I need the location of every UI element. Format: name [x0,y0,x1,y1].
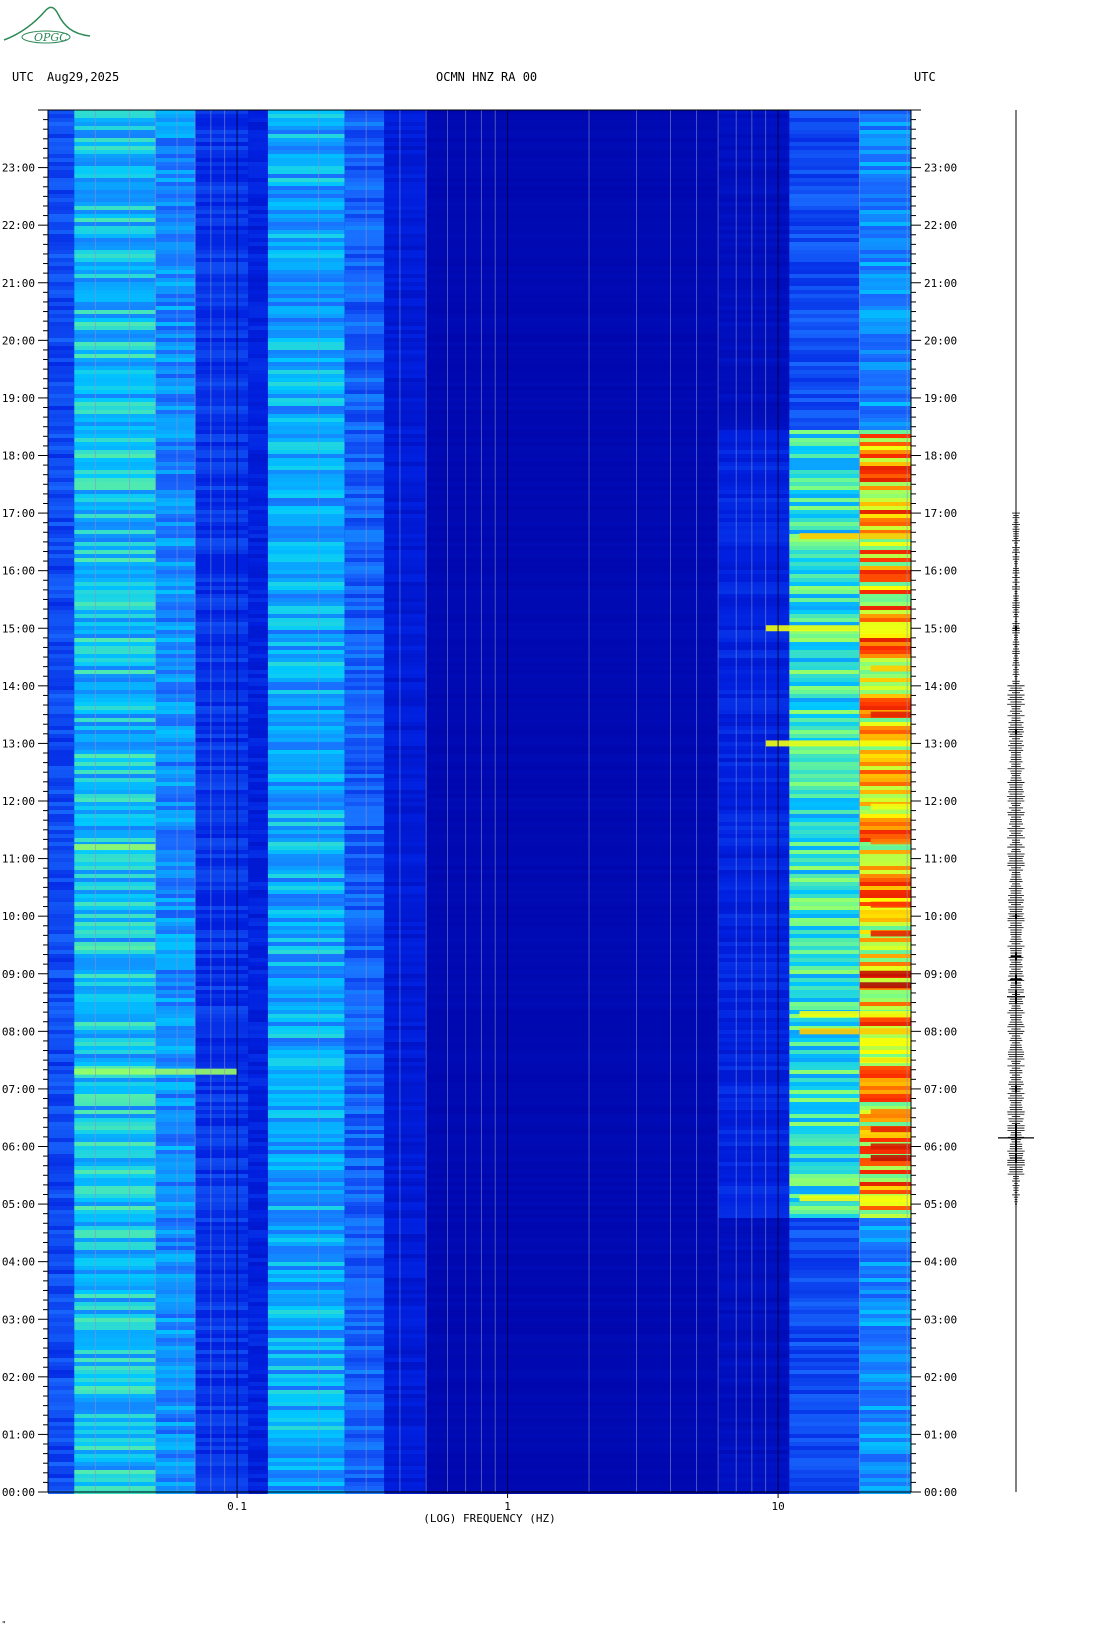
y-tick-label-left: 07:00 [2,1083,35,1096]
y-tick-label-right: 17:00 [924,507,957,520]
event-3 [870,1108,911,1115]
y-tick-label-left: 09:00 [2,968,35,981]
y-tick-label-right: 05:00 [924,1198,957,1211]
header-left-tz: UTC [12,70,34,84]
event-6 [799,1011,911,1018]
y-tick-label-left: 01:00 [2,1428,35,1441]
y-tick-label-left: 04:00 [2,1256,35,1269]
y-tick-label-left: 16:00 [2,565,35,578]
y-tick-label-left: 15:00 [2,622,35,635]
event-15 [870,665,911,672]
event-14 [870,711,911,718]
y-tick-label-left: 13:00 [2,737,35,750]
y-tick-label-right: 02:00 [924,1371,957,1384]
x-tick-label: 1 [504,1500,511,1513]
x-tick-label: 10 [771,1500,784,1513]
y-tick-label-left: 00:00 [2,1486,35,1499]
y-tick-label-left: 18:00 [2,450,35,463]
event-5 [799,1028,911,1035]
y-tick-label-left: 14:00 [2,680,35,693]
y-tick-label-left: 06:00 [2,1141,35,1154]
y-tick-label-right: 19:00 [924,392,957,405]
event-12 [870,803,911,810]
y-tick-label-left: 22:00 [2,219,35,232]
y-tick-label-right: 07:00 [924,1083,957,1096]
band-7 [384,110,427,1494]
y-tick-label-right: 13:00 [924,737,957,750]
header-station: OCMN HNZ RA 00 [436,70,538,84]
band-8 [426,110,719,1494]
y-tick-label-left: 21:00 [2,277,35,290]
y-tick-label-left: 23:00 [2,162,35,175]
y-tick-label-right: 12:00 [924,795,957,808]
y-tick-label-right: 15:00 [924,622,957,635]
event-7 [859,982,911,989]
event-11 [870,838,911,845]
event-1 [870,1143,911,1150]
event-0 [870,1155,911,1162]
event-20 [74,844,156,851]
y-tick-label-left: 03:00 [2,1313,35,1326]
y-tick-label-right: 22:00 [924,219,957,232]
event-18 [799,1195,911,1202]
y-tick-label-left: 11:00 [2,853,35,866]
y-tick-label-right: 11:00 [924,853,957,866]
event-17 [799,533,911,540]
event-9 [870,930,911,937]
y-tick-label-left: 12:00 [2,795,35,808]
corner-mark: " [2,1620,6,1629]
x-tick-label: 0.1 [227,1500,247,1513]
band-0 [48,110,75,1494]
y-tick-label-left: 08:00 [2,1025,35,1038]
y-tick-label-right: 20:00 [924,334,957,347]
band-6 [344,110,385,1494]
y-tick-label-right: 06:00 [924,1141,957,1154]
frequency-gridlines [47,110,908,1492]
event-2 [870,1126,911,1133]
band-11 [859,110,911,1494]
y-tick-label-right: 08:00 [924,1025,957,1038]
y-tick-label-right: 23:00 [924,162,957,175]
band-9 [718,110,790,1494]
event-4 [859,1057,911,1064]
y-tick-label-left: 20:00 [2,334,35,347]
chart-axes: 00:00 00:00 01:00 01:00 02:00 02:00 03:00 03:00… [2,109,957,1525]
event-13 [765,740,911,747]
band-1 [74,110,156,1494]
band-2 [155,110,196,1494]
y-tick-label-right: 03:00 [924,1313,957,1326]
band-10 [789,110,860,1494]
band-3 [195,110,249,1494]
y-tick-label-right: 01:00 [924,1428,957,1441]
event-10 [870,901,911,908]
y-tick-label-right: 04:00 [924,1256,957,1269]
seismogram-trace [998,110,1034,1492]
opgc-logo: OPGC [0,4,96,46]
header-date: Aug29,2025 [47,70,120,84]
band-5 [267,110,345,1494]
y-tick-label-left: 10:00 [2,910,35,923]
y-tick-label-right: 09:00 [924,968,957,981]
band-4 [248,110,268,1494]
x-axis-title: (LOG) FREQUENCY (HZ) [423,1512,555,1525]
y-tick-label-right: 18:00 [924,450,957,463]
y-tick-label-right: 21:00 [924,277,957,290]
y-tick-label-left: 05:00 [2,1198,35,1211]
svg-text:OPGC: OPGC [34,31,68,44]
y-tick-label-left: 19:00 [2,392,35,405]
event-8 [859,970,911,977]
header-right-tz: UTC [914,70,936,84]
y-tick-label-right: 10:00 [924,910,957,923]
y-tick-label-right: 16:00 [924,565,957,578]
y-tick-label-left: 17:00 [2,507,35,520]
event-16 [765,625,911,632]
y-tick-label-right: 00:00 [924,1486,957,1499]
y-tick-label-right: 14:00 [924,680,957,693]
spectrogram-plot [48,110,911,1494]
y-tick-label-left: 02:00 [2,1371,35,1384]
